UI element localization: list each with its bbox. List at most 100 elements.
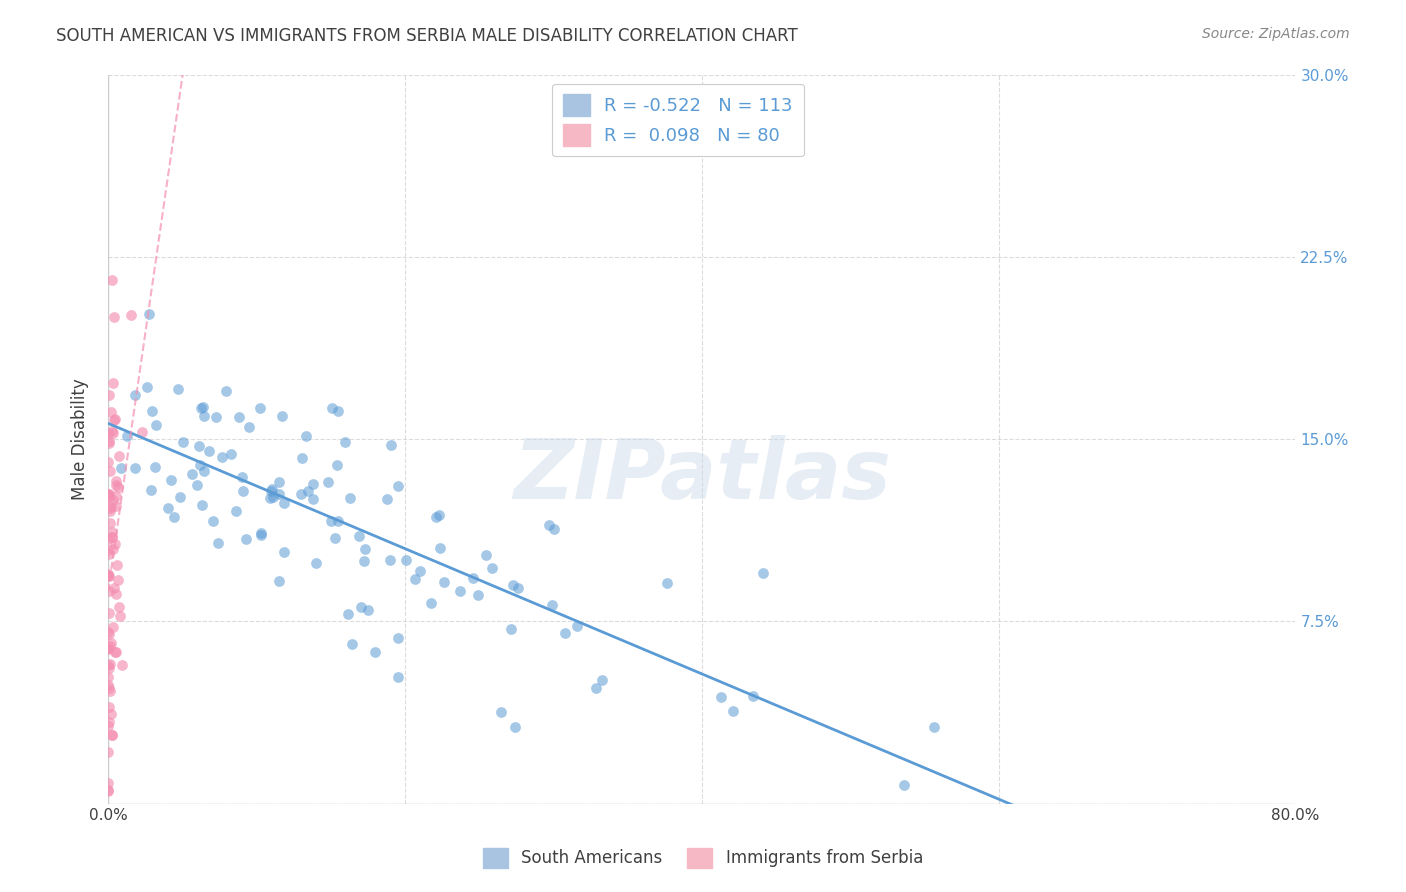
South Americans (387, 479, 409, 493)
Immigrants from Serbia (103, 537, 125, 551)
South Americans (429, 541, 451, 555)
Immigrants from Serbia (100, 635, 122, 649)
South Americans (585, 681, 607, 696)
Immigrants from Serbia (101, 524, 124, 539)
Immigrants from Serbia (101, 619, 124, 633)
Immigrants from Serbia (97, 661, 120, 675)
Immigrants from Serbia (97, 487, 120, 501)
South Americans (228, 410, 250, 425)
Immigrants from Serbia (97, 489, 120, 503)
South Americans (250, 525, 273, 540)
South Americans (363, 645, 385, 659)
South Americans (290, 451, 312, 466)
Immigrants from Serbia (105, 558, 128, 573)
Immigrants from Serbia (105, 499, 128, 513)
South Americans (591, 673, 613, 688)
Immigrants from Serbia (103, 413, 125, 427)
Immigrants from Serbia (98, 504, 121, 518)
Immigrants from Serbia (103, 581, 125, 595)
Immigrants from Serbia (97, 532, 120, 546)
South Americans (249, 401, 271, 415)
Legend: South Americans, Immigrants from Serbia: South Americans, Immigrants from Serbia (477, 841, 929, 875)
South Americans (207, 536, 229, 550)
South Americans (235, 532, 257, 546)
Immigrants from Serbia (97, 486, 120, 500)
South Americans (350, 600, 373, 615)
South Americans (537, 518, 560, 533)
South Americans (290, 487, 312, 501)
South Americans (429, 508, 451, 522)
Immigrants from Serbia (98, 606, 121, 620)
South Americans (193, 400, 215, 414)
South Americans (319, 514, 342, 528)
South Americans (302, 491, 325, 506)
South Americans (135, 380, 157, 394)
Immigrants from Serbia (97, 488, 120, 502)
South Americans (190, 458, 212, 472)
South Americans (162, 509, 184, 524)
South Americans (475, 548, 498, 562)
Immigrants from Serbia (97, 568, 120, 582)
South Americans (425, 509, 447, 524)
Immigrants from Serbia (97, 569, 120, 583)
South Americans (231, 470, 253, 484)
Immigrants from Serbia (103, 541, 125, 556)
South Americans (380, 438, 402, 452)
Immigrants from Serbia (97, 425, 120, 440)
South Americans (169, 491, 191, 505)
Immigrants from Serbia (105, 587, 128, 601)
South Americans (565, 619, 588, 633)
South Americans (191, 498, 214, 512)
South Americans (225, 504, 247, 518)
South Americans (395, 553, 418, 567)
South Americans (380, 553, 402, 567)
South Americans (269, 486, 291, 500)
South Americans (193, 464, 215, 478)
Immigrants from Serbia (97, 490, 120, 504)
South Americans (340, 637, 363, 651)
Immigrants from Serbia (97, 542, 120, 557)
South Americans (115, 428, 138, 442)
Immigrants from Serbia (101, 273, 124, 287)
Immigrants from Serbia (98, 500, 121, 515)
South Americans (190, 401, 212, 416)
South Americans (273, 496, 295, 510)
Immigrants from Serbia (101, 493, 124, 508)
South Americans (721, 704, 744, 718)
Immigrants from Serbia (98, 714, 121, 729)
South Americans (541, 598, 564, 612)
Immigrants from Serbia (120, 308, 142, 322)
South Americans (502, 578, 524, 592)
South Americans (271, 409, 294, 423)
South Americans (124, 388, 146, 402)
Immigrants from Serbia (98, 684, 121, 698)
Immigrants from Serbia (105, 489, 128, 503)
Immigrants from Serbia (100, 464, 122, 478)
Immigrants from Serbia (98, 700, 121, 714)
South Americans (156, 500, 179, 515)
Immigrants from Serbia (100, 405, 122, 419)
South Americans (318, 475, 340, 489)
Immigrants from Serbia (105, 477, 128, 491)
South Americans (167, 382, 190, 396)
South Americans (326, 514, 349, 528)
South Americans (357, 603, 380, 617)
Immigrants from Serbia (111, 657, 134, 672)
South Americans (353, 554, 375, 568)
South Americans (124, 460, 146, 475)
Immigrants from Serbia (97, 625, 120, 640)
South Americans (657, 575, 679, 590)
South Americans (387, 632, 409, 646)
South Americans (238, 419, 260, 434)
South Americans (269, 574, 291, 589)
South Americans (409, 564, 432, 578)
South Americans (141, 404, 163, 418)
Immigrants from Serbia (97, 784, 120, 798)
Immigrants from Serbia (97, 745, 120, 759)
Immigrants from Serbia (108, 609, 131, 624)
Immigrants from Serbia (97, 640, 120, 655)
South Americans (467, 588, 489, 602)
South Americans (387, 670, 409, 684)
South Americans (333, 434, 356, 449)
South Americans (172, 434, 194, 449)
